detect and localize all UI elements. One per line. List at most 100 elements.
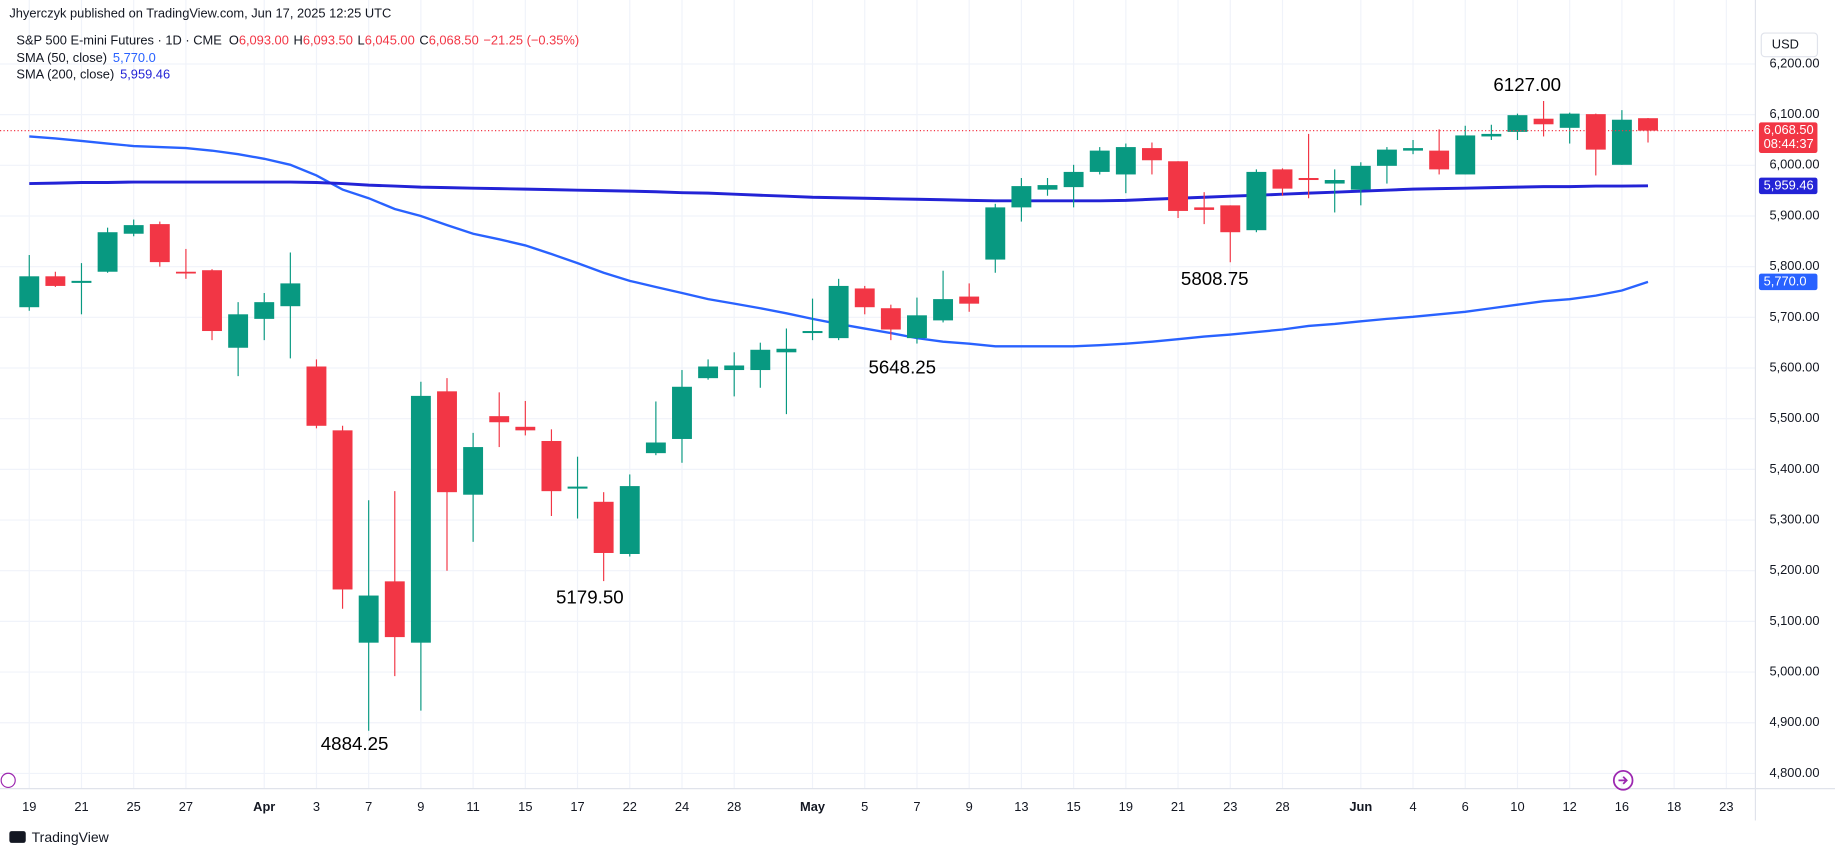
x-tick-label: 19 [1119,799,1133,814]
ohlc-key: L [358,33,365,48]
candle-body [854,288,875,308]
price-annotation: 5808.75 [1181,268,1249,289]
scroll-to-realtime[interactable] [1612,770,1634,791]
x-tick-label: 3 [313,799,320,814]
x-tick-label: 28 [1275,799,1289,814]
x-tick-label: 12 [1563,799,1577,814]
candle-body [672,386,692,439]
x-tick-label: 4 [1409,799,1416,814]
y-tick-label: 6,100.00 [1769,106,1819,121]
candle-body [202,270,222,332]
candle-body [149,224,170,263]
y-tick-label: 4,900.00 [1769,714,1819,729]
candle-body [1481,133,1502,137]
candle-body [698,366,719,379]
sma-legend: SMA (50, close) 5,770.0 [16,50,155,65]
candle-body [71,280,92,283]
x-tick-label: 16 [1615,799,1629,814]
candle-body [750,349,771,371]
ohlc-value: 6,093.50 [303,33,353,48]
sma-value: 5,770.0 [113,50,156,65]
candle-body [45,276,66,286]
last-price-label-countdown: 08:44:37 [1764,136,1814,151]
sma200-label: 5,959.46 [1764,177,1814,192]
published-note: Jhyerczyk published on TradingView.com, … [9,6,391,21]
price-annotation: 4884.25 [321,733,389,754]
ohlc-value: 6,045.00 [365,33,415,48]
sma50-label: 5,770.0 [1764,273,1807,288]
candle-body [907,315,927,339]
y-tick-label: 5,900.00 [1769,207,1819,222]
sma-name: SMA (50, close) [16,50,107,65]
currency-box[interactable] [1760,32,1819,58]
candle-body [306,366,327,426]
candle-body [1403,148,1423,151]
plot-area [0,100,1756,731]
candle-body [463,447,484,495]
candle-body [1376,149,1397,166]
candle-body [1611,119,1632,165]
candle-body [123,225,144,234]
candle-body [280,283,301,307]
candle-body [1141,148,1162,161]
y-tick-label: 6,200.00 [1769,55,1819,70]
x-tick-label: Apr [253,799,275,814]
candle-body [410,395,431,643]
candle-body [1507,115,1528,132]
x-tick-label: 7 [365,799,372,814]
candle-body [97,232,118,272]
candle-body [1272,169,1293,189]
y-tick-label: 6,000.00 [1769,157,1819,172]
legend-title: S&P 500 E-mini Futures · 1D · CME O6,093.… [16,33,579,48]
candle-body [1011,186,1032,208]
x-tick-label: 17 [570,799,584,814]
x-tick-label: 9 [966,799,973,814]
candle-body [1220,205,1241,233]
x-tick-label: 18 [1667,799,1681,814]
ohlc-key: H [294,33,303,48]
price-annotation: 5648.25 [868,356,936,377]
candle-body [358,595,379,643]
candle-body [437,391,457,493]
candle-body [828,285,849,339]
sma-name: SMA (200, close) [16,67,114,82]
x-tick-label: 27 [179,799,193,814]
candle-body [1168,161,1188,211]
candle-body [1585,114,1606,150]
last-price-label-box [1758,122,1818,154]
x-tick-label: 5 [861,799,868,814]
scroll-button[interactable] [0,772,16,789]
candle-body [332,430,353,590]
sma50-label-box [1758,273,1818,291]
candle-body [1194,207,1215,210]
candle-body [19,276,40,308]
candle-body [567,486,588,489]
x-tick-label: 10 [1510,799,1524,814]
price-annotation: 6127.00 [1493,74,1561,95]
x-tick-label: 7 [913,799,920,814]
last-price-label: 6,068.50 [1764,122,1814,137]
candle-body [541,440,562,492]
candle-body [254,302,275,319]
x-tick-label: 13 [1014,799,1028,814]
candle-body [1638,118,1658,131]
sma-legend: SMA (200, close) 5,959.46 [16,67,170,82]
candle-body [880,308,901,330]
candle-body [776,348,797,353]
candle-body [175,271,196,274]
brand: TradingView [32,829,110,845]
x-tick-label: 15 [518,799,532,814]
candle-body [724,365,745,371]
x-tick-label: 11 [466,799,479,814]
candle-body [1350,165,1371,190]
y-tick-label: 5,500.00 [1769,410,1819,425]
candle-body [645,442,666,454]
candle-body [593,501,614,553]
candle-body [1246,171,1267,231]
candle-body [802,331,823,334]
candle-body [933,299,954,321]
ohlc-value: 6,093.00 [239,33,289,48]
y-tick-label: 4,800.00 [1769,765,1819,780]
ohlc-value: 6,068.50 [429,33,479,48]
y-tick-label: 5,800.00 [1769,258,1819,273]
